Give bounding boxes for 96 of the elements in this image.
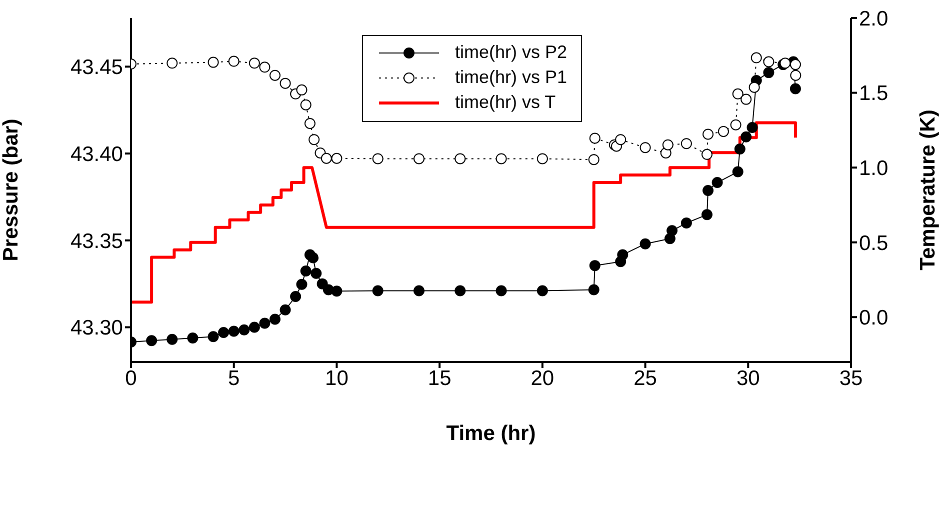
x-tick-label: 20 <box>530 366 554 390</box>
x-tick-label: 30 <box>736 366 760 390</box>
point <box>712 177 723 188</box>
y2-tick-label: 1.5 <box>859 82 888 106</box>
point <box>746 122 758 133</box>
point <box>740 131 752 142</box>
point <box>536 153 548 164</box>
point <box>718 126 729 137</box>
point <box>640 238 651 250</box>
point <box>280 78 291 89</box>
point <box>732 88 744 100</box>
point <box>187 332 198 344</box>
point <box>740 94 752 105</box>
point <box>414 285 424 296</box>
point <box>790 83 801 94</box>
point <box>310 268 322 279</box>
point <box>790 70 802 81</box>
point <box>228 56 240 67</box>
point <box>308 252 319 264</box>
point <box>296 278 308 290</box>
point <box>763 67 774 78</box>
point <box>248 322 260 333</box>
point <box>730 119 742 130</box>
point <box>166 334 178 345</box>
point <box>496 153 507 164</box>
point <box>617 249 628 260</box>
point <box>662 139 674 150</box>
point <box>588 284 600 296</box>
point <box>270 70 280 81</box>
point <box>290 291 302 302</box>
point <box>300 99 312 110</box>
point <box>238 324 250 336</box>
point <box>331 286 342 297</box>
point <box>320 152 332 164</box>
point <box>588 154 600 166</box>
point <box>228 326 240 337</box>
point <box>218 326 230 338</box>
x-tick-label: 0 <box>125 366 137 390</box>
x-tick-label: 35 <box>839 366 863 390</box>
point <box>454 153 466 164</box>
line-series <box>131 121 797 304</box>
legend-label: time(hr) vs T <box>455 92 556 113</box>
point <box>308 134 320 146</box>
x-tick-label: 5 <box>228 366 240 390</box>
point <box>331 152 342 164</box>
x-axis-title: Time (hr) <box>446 422 536 445</box>
y-axis-title: Pressure (bar) <box>0 118 22 262</box>
x-tick-label: 15 <box>428 366 452 390</box>
point <box>748 82 760 93</box>
y2-tick-label: 2.0 <box>859 7 888 30</box>
point <box>536 285 548 296</box>
point <box>259 62 270 73</box>
point <box>680 138 692 150</box>
y-tick-label: 43.35 <box>70 230 123 253</box>
y-tick-label: 43.40 <box>70 142 123 166</box>
point <box>166 58 178 69</box>
point <box>372 285 384 296</box>
point <box>702 128 714 140</box>
point <box>208 331 219 342</box>
point <box>270 314 280 325</box>
legend-label: time(hr) vs P1 <box>455 67 568 88</box>
y2-tick-label: 0.5 <box>859 232 888 255</box>
point <box>763 56 774 68</box>
point <box>589 132 600 144</box>
point <box>732 166 744 178</box>
y2-axis-title: Temperature (K) <box>916 110 940 270</box>
legend-label: time(hr) vs P2 <box>455 42 568 63</box>
y-tick-label: 43.30 <box>70 316 123 340</box>
point <box>146 335 158 346</box>
point <box>750 52 762 64</box>
point <box>790 59 801 70</box>
point <box>702 185 714 196</box>
point <box>589 260 600 272</box>
point <box>496 285 507 296</box>
point <box>259 318 270 329</box>
y2-tick-label: 1.0 <box>859 157 888 180</box>
point <box>372 153 384 164</box>
point <box>304 118 316 129</box>
point <box>248 58 260 69</box>
point <box>734 144 746 154</box>
point <box>702 209 712 220</box>
y2-tick-label: 0.0 <box>859 306 888 330</box>
point <box>280 304 291 316</box>
point <box>615 134 626 146</box>
point <box>454 285 466 296</box>
x-tick-label: 10 <box>325 366 348 390</box>
y-tick-label: 43.45 <box>70 56 123 80</box>
point <box>640 142 651 154</box>
x-tick-label: 25 <box>634 366 657 390</box>
point <box>414 153 424 164</box>
point <box>300 265 312 276</box>
point <box>208 56 219 68</box>
point <box>666 225 678 236</box>
point <box>702 148 712 160</box>
point <box>296 84 308 96</box>
point <box>680 218 692 229</box>
